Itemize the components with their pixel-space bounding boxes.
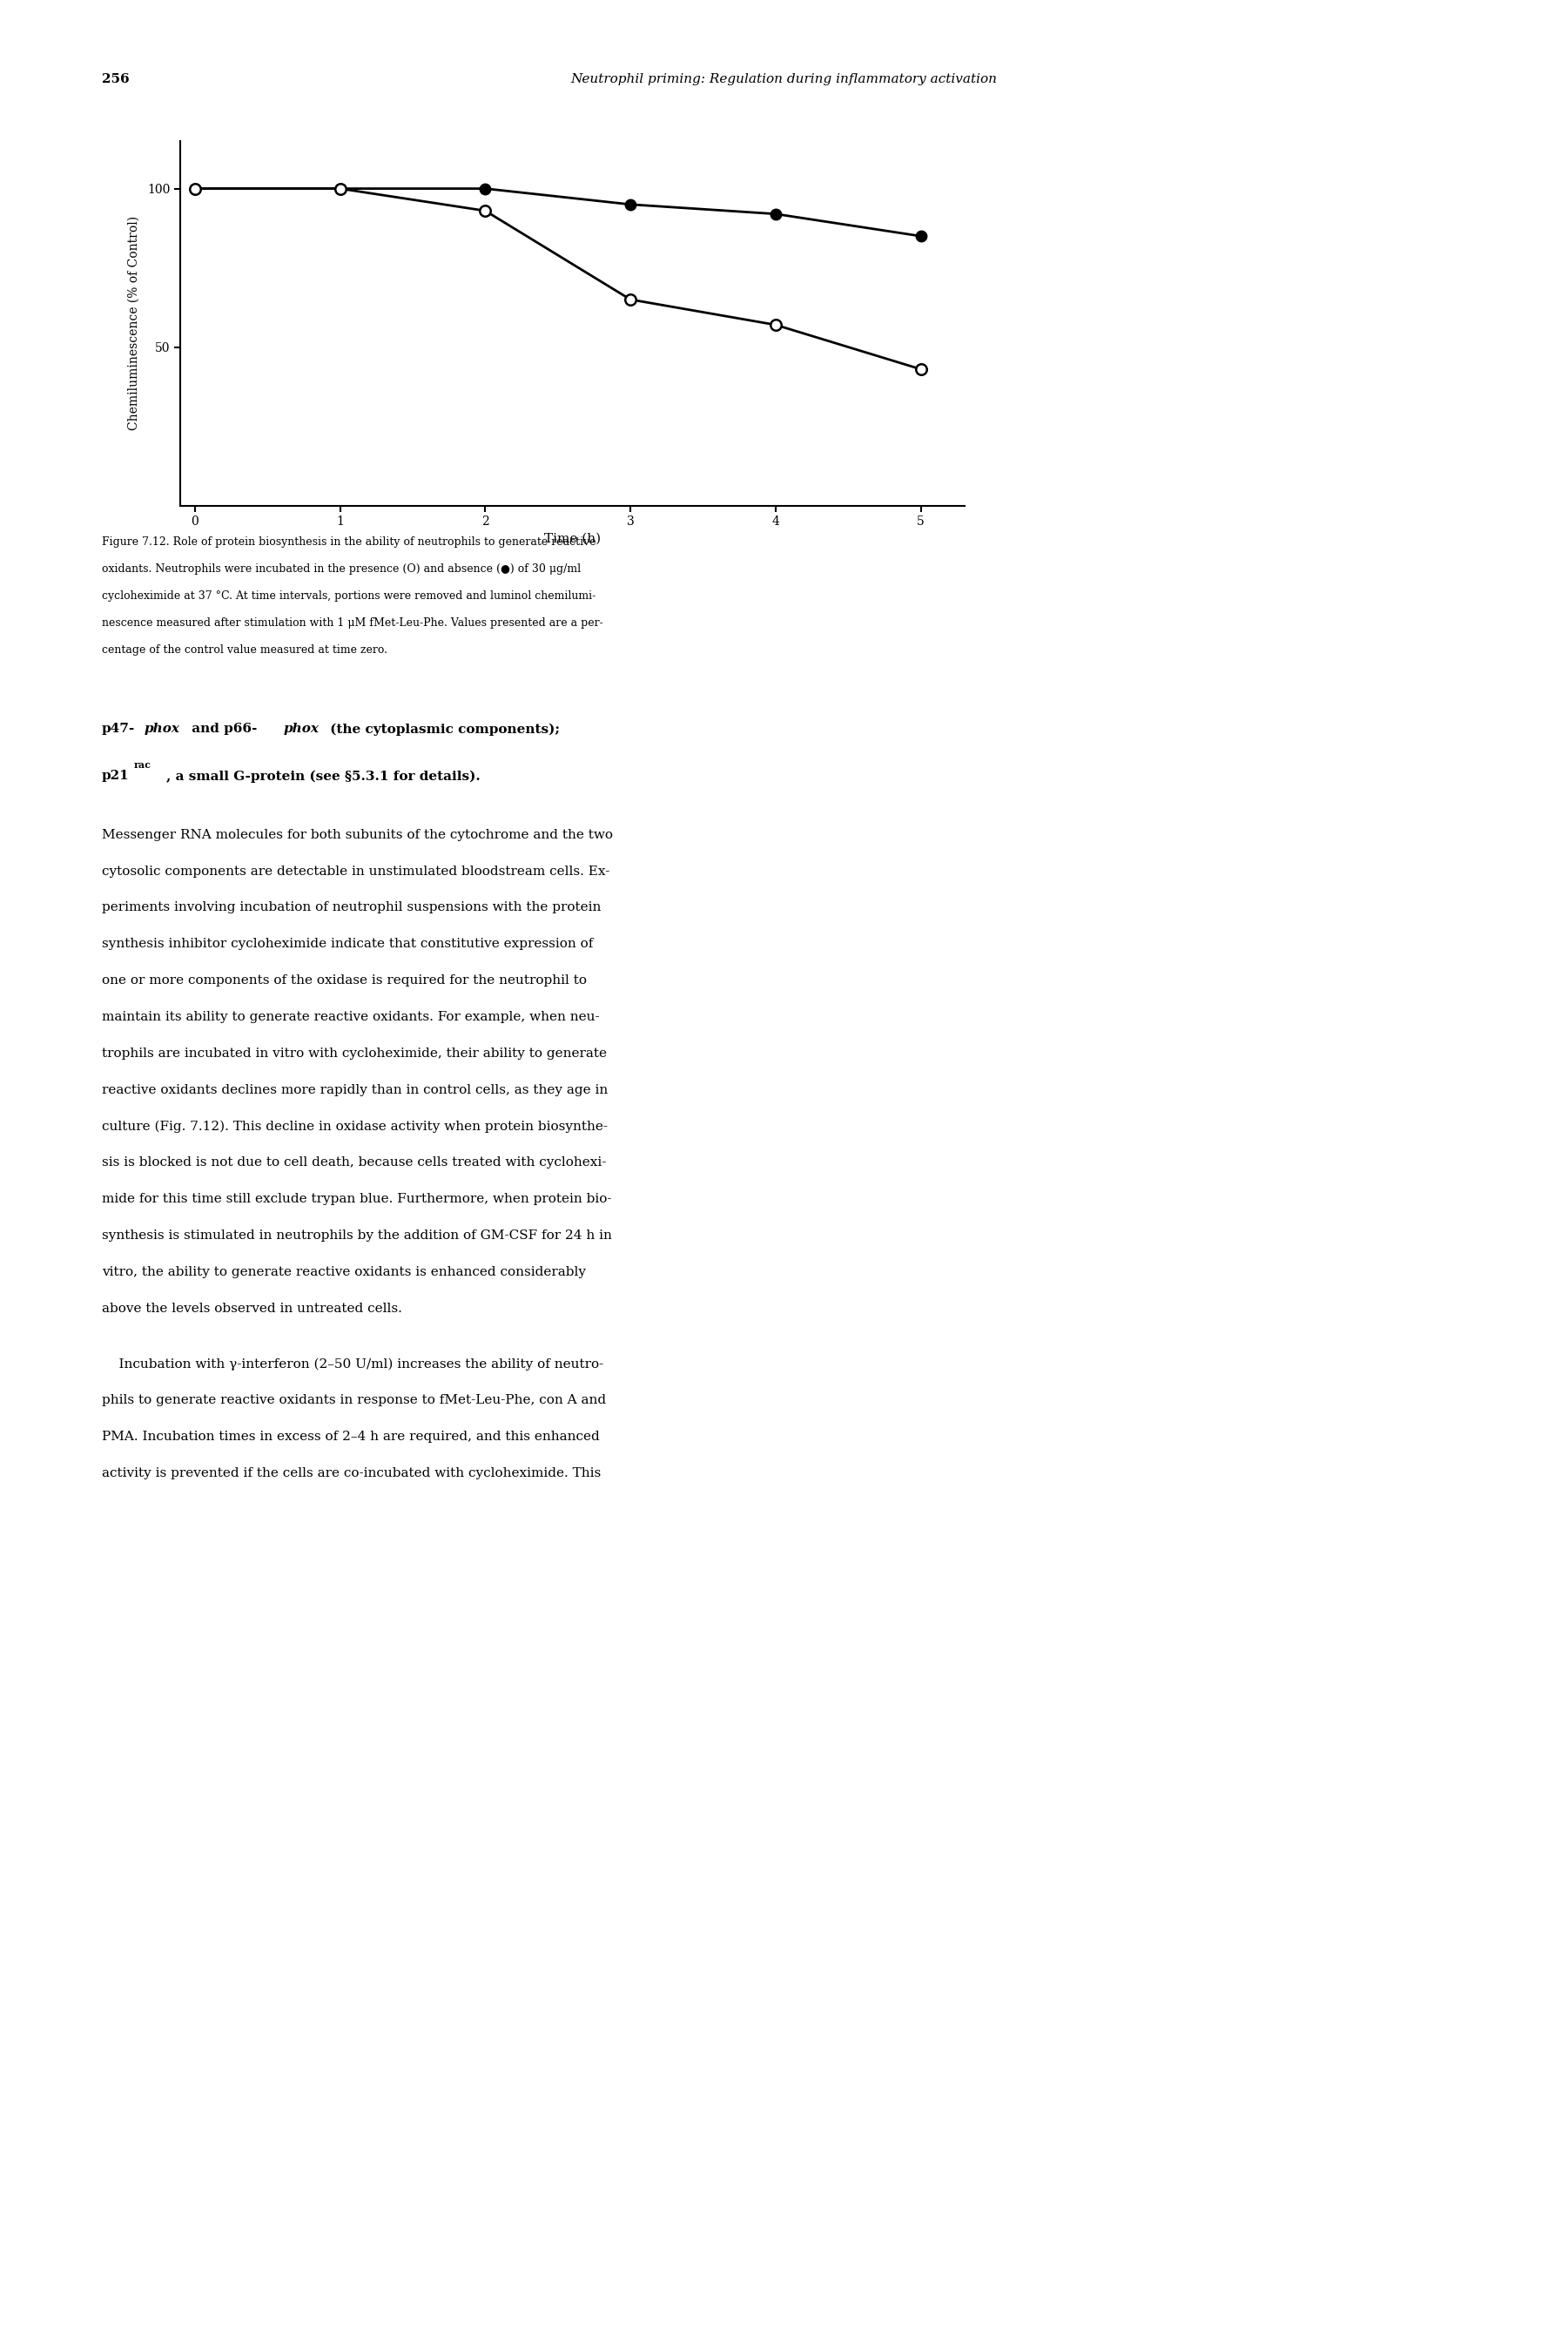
Text: rac: rac [133,762,152,771]
Text: culture (Fig. 7.12). This decline in oxidase activity when protein biosynthe-: culture (Fig. 7.12). This decline in oxi… [102,1121,608,1133]
Text: cytosolic components are detectable in unstimulated bloodstream cells. Ex-: cytosolic components are detectable in u… [102,865,610,877]
Text: Messenger RNA molecules for both subunits of the cytochrome and the two: Messenger RNA molecules for both subunit… [102,830,613,842]
Text: cycloheximide at 37 °C. At time intervals, portions were removed and luminol che: cycloheximide at 37 °C. At time interval… [102,590,596,602]
Text: Figure 7.12. Role of protein biosynthesis in the ability of neutrophils to gener: Figure 7.12. Role of protein biosynthesi… [102,536,596,548]
Text: maintain its ability to generate reactive oxidants. For example, when neu-: maintain its ability to generate reactiv… [102,1011,599,1023]
Text: activity is prevented if the cells are co-incubated with cycloheximide. This: activity is prevented if the cells are c… [102,1467,601,1479]
Text: Neutrophil priming: Regulation during inflammatory activation: Neutrophil priming: Regulation during in… [571,73,997,85]
Text: trophils are incubated in vitro with cycloheximide, their ability to generate: trophils are incubated in vitro with cyc… [102,1049,607,1060]
Text: 256: 256 [102,73,130,85]
Text: mide for this time still exclude trypan blue. Furthermore, when protein bio-: mide for this time still exclude trypan … [102,1194,612,1206]
Text: oxidants. Neutrophils were incubated in the presence (O) and absence (●) of 30 μ: oxidants. Neutrophils were incubated in … [102,562,580,574]
Text: and p66-: and p66- [187,724,257,736]
Text: reactive oxidants declines more rapidly than in control cells, as they age in: reactive oxidants declines more rapidly … [102,1084,608,1096]
Text: sis is blocked is not due to cell death, because cells treated with cyclohexi-: sis is blocked is not due to cell death,… [102,1157,607,1168]
Text: phox: phox [284,724,318,736]
Text: nescence measured after stimulation with 1 μM fMet-Leu-Phe. Values presented are: nescence measured after stimulation with… [102,616,604,628]
Text: phox: phox [144,724,180,736]
Text: periments involving incubation of neutrophil suspensions with the protein: periments involving incubation of neutro… [102,903,601,915]
Text: vitro, the ability to generate reactive oxidants is enhanced considerably: vitro, the ability to generate reactive … [102,1265,586,1279]
Text: , a small G-protein (see §5.3.1 for details).: , a small G-protein (see §5.3.1 for deta… [166,771,480,783]
Text: one or more components of the oxidase is required for the neutrophil to: one or more components of the oxidase is… [102,976,586,987]
Y-axis label: Chemiluminescence (% of Control): Chemiluminescence (% of Control) [127,216,140,430]
Text: centage of the control value measured at time zero.: centage of the control value measured at… [102,644,387,656]
X-axis label: Time (h): Time (h) [544,534,601,545]
Text: synthesis inhibitor cycloheximide indicate that constitutive expression of: synthesis inhibitor cycloheximide indica… [102,938,593,950]
Text: above the levels observed in untreated cells.: above the levels observed in untreated c… [102,1302,401,1314]
Text: synthesis is stimulated in neutrophils by the addition of GM-CSF for 24 h in: synthesis is stimulated in neutrophils b… [102,1230,612,1241]
Text: p21: p21 [102,771,130,783]
Text: Incubation with γ-interferon (2–50 U/ml) increases the ability of neutro-: Incubation with γ-interferon (2–50 U/ml)… [102,1359,604,1371]
Text: (the cytoplasmic components);: (the cytoplasmic components); [326,724,560,736]
Text: PMA. Incubation times in excess of 2–4 h are required, and this enhanced: PMA. Incubation times in excess of 2–4 h… [102,1429,599,1444]
Text: p47-: p47- [102,724,135,736]
Text: phils to generate reactive oxidants in response to fMet-Leu-Phe, con A and: phils to generate reactive oxidants in r… [102,1394,607,1406]
